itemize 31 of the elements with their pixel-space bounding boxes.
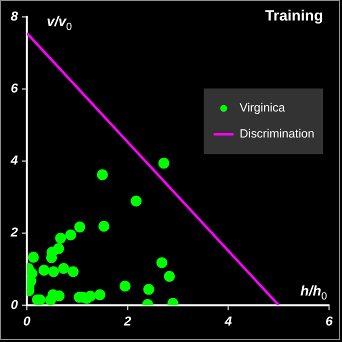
x-tick-label: 6: [325, 313, 334, 328]
point: [55, 232, 66, 244]
x-tick-label: 0: [23, 313, 32, 328]
point: [84, 290, 96, 302]
point: [120, 280, 131, 292]
point: [48, 266, 60, 278]
point: [38, 264, 50, 276]
x-tick-label: 4: [224, 313, 232, 328]
point: [98, 220, 110, 232]
point: [158, 158, 170, 169]
point: [164, 270, 175, 282]
y-tick-label: 6: [10, 80, 19, 96]
x-tick-label: 2: [122, 313, 132, 328]
point: [94, 289, 106, 300]
point: [28, 252, 39, 263]
y-tick-label: 0: [10, 296, 19, 312]
point: [68, 266, 79, 278]
point: [58, 262, 70, 274]
point: [96, 169, 108, 180]
legend-label: Discrimination: [240, 126, 314, 141]
y-tick-label: 2: [10, 224, 19, 240]
y-tick-label: 4: [10, 152, 18, 168]
point: [53, 243, 64, 254]
legend-label: Virginica: [240, 100, 286, 115]
y-tick-label: 8: [10, 8, 19, 24]
point: [130, 196, 142, 207]
point: [65, 229, 76, 240]
point: [143, 284, 154, 295]
point: [74, 222, 86, 232]
chart-title: Training: [265, 8, 324, 25]
point: [156, 257, 168, 268]
